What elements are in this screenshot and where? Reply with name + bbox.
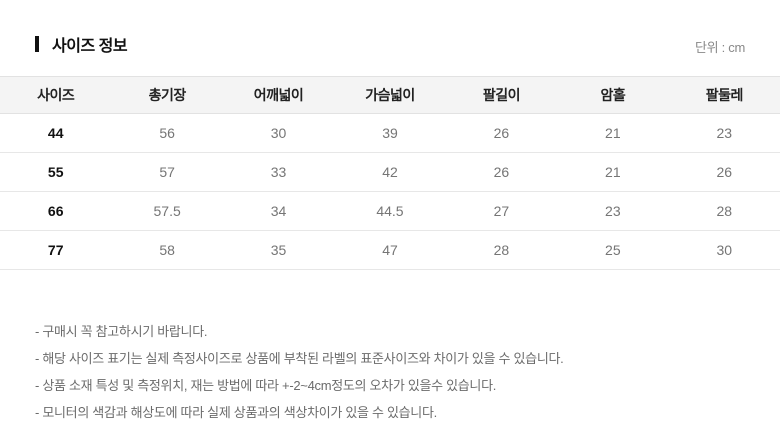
size-cell: 77 bbox=[47, 242, 64, 258]
value-cell: 23 bbox=[605, 203, 621, 219]
value-cell: 30 bbox=[716, 242, 733, 258]
section-title-group: 사이즈 정보 bbox=[35, 32, 128, 56]
title-accent-bar-icon bbox=[35, 36, 39, 52]
value-cell: 23 bbox=[716, 125, 733, 141]
size-table: 사이즈 총기장 어깨넓이 가슴넓이 팔길이 암홀 팔둘레 44 56 30 39… bbox=[0, 76, 780, 270]
value-cell: 39 bbox=[382, 125, 398, 141]
size-cell: 44 bbox=[47, 125, 64, 141]
value-cell: 47 bbox=[382, 242, 398, 258]
notes: - 구매시 꼭 참고하시기 바랍니다. - 해당 사이즈 표기는 실제 측정사이… bbox=[35, 318, 745, 426]
note-item: - 구매시 꼭 참고하시기 바랍니다. bbox=[35, 324, 208, 339]
value-cell: 30 bbox=[270, 125, 287, 141]
page-title: 사이즈 정보 bbox=[52, 38, 128, 55]
value-cell: 57 bbox=[159, 164, 175, 180]
value-cell: 35 bbox=[270, 242, 287, 258]
value-cell: 56 bbox=[159, 125, 175, 141]
table-header-row: 사이즈 총기장 어깨넓이 가슴넓이 팔길이 암홀 팔둘레 bbox=[0, 76, 780, 114]
unit-label: 단위 : cm bbox=[695, 40, 745, 55]
value-cell: 26 bbox=[493, 164, 510, 180]
value-cell: 26 bbox=[493, 125, 510, 141]
value-cell: 26 bbox=[716, 164, 733, 180]
table-row: 44 56 30 39 26 21 23 bbox=[0, 114, 780, 153]
header-cell-armhole: 암홀 bbox=[600, 87, 626, 103]
value-cell: 33 bbox=[270, 164, 287, 180]
table-row: 77 58 35 47 28 25 30 bbox=[0, 231, 780, 270]
value-cell: 27 bbox=[493, 203, 510, 219]
value-cell: 28 bbox=[716, 203, 733, 219]
value-cell: 57.5 bbox=[153, 203, 181, 219]
value-cell: 44.5 bbox=[376, 203, 404, 219]
section-header: 사이즈 정보 단위 : cm bbox=[0, 0, 780, 56]
value-cell: 58 bbox=[159, 242, 175, 258]
note-item: - 상품 소재 특성 및 측정위치, 재는 방법에 따라 +-2~4cm정도의 … bbox=[35, 378, 497, 393]
header-cell-size: 사이즈 bbox=[37, 87, 75, 103]
size-cell: 55 bbox=[47, 164, 64, 180]
table-row: 66 57.5 34 44.5 27 23 28 bbox=[0, 192, 780, 231]
value-cell: 21 bbox=[605, 164, 621, 180]
note-item: - 모니터의 색감과 해상도에 따라 실제 상품과의 색상차이가 있을 수 있습… bbox=[35, 405, 437, 420]
header-cell-chest-width: 가슴넓이 bbox=[365, 87, 415, 103]
value-cell: 25 bbox=[605, 242, 621, 258]
header-cell-arm-circumference: 팔둘레 bbox=[705, 87, 744, 103]
header-cell-total-length: 총기장 bbox=[148, 87, 187, 103]
size-cell: 66 bbox=[47, 203, 64, 219]
value-cell: 42 bbox=[382, 164, 398, 180]
header-cell-arm-length: 팔길이 bbox=[482, 87, 521, 103]
note-item: - 해당 사이즈 표기는 실제 측정사이즈로 상품에 부착된 라벨의 표준사이즈… bbox=[35, 351, 564, 366]
table-row: 55 57 33 42 26 21 26 bbox=[0, 153, 780, 192]
value-cell: 28 bbox=[493, 242, 510, 258]
value-cell: 34 bbox=[270, 203, 287, 219]
header-cell-shoulder-width: 어깨넓이 bbox=[253, 87, 304, 103]
value-cell: 21 bbox=[605, 125, 621, 141]
